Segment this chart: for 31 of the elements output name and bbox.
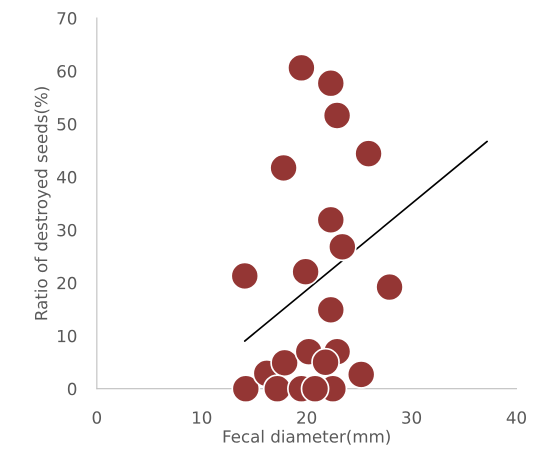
point: [328, 232, 357, 262]
point: [354, 139, 383, 168]
point: [346, 360, 376, 389]
point: [322, 101, 352, 130]
x-axis-title: Fecal diameter(mm): [224, 430, 390, 445]
point: [300, 374, 330, 404]
point: [316, 295, 346, 324]
y-tick-label: 50: [57, 118, 76, 131]
x-tick-label: 0: [92, 411, 102, 424]
point: [375, 272, 404, 302]
point: [316, 68, 346, 98]
point: [230, 262, 260, 290]
x-tick-label: 30: [402, 411, 422, 424]
point: [311, 348, 340, 377]
y-tick-label: 10: [58, 330, 76, 342]
y-tick-label: 40: [57, 170, 76, 184]
x-tick-label: 10: [192, 411, 212, 424]
x-tick-label: 20: [297, 411, 316, 424]
y-tick-label: 20: [57, 276, 76, 290]
y-axis-title: Ratio of destroyed seeds(%): [34, 87, 51, 320]
y-tick-label: 30: [57, 224, 76, 236]
point: [287, 53, 316, 82]
y-tick-label: 60: [57, 64, 76, 78]
point: [291, 257, 320, 286]
point: [316, 205, 346, 234]
point: [269, 154, 298, 182]
point: [270, 348, 299, 378]
y-tick-label: 70: [58, 12, 76, 25]
point: [231, 374, 260, 404]
y-tick-label: 0: [68, 382, 76, 396]
x-tick-label: 40: [506, 411, 526, 424]
